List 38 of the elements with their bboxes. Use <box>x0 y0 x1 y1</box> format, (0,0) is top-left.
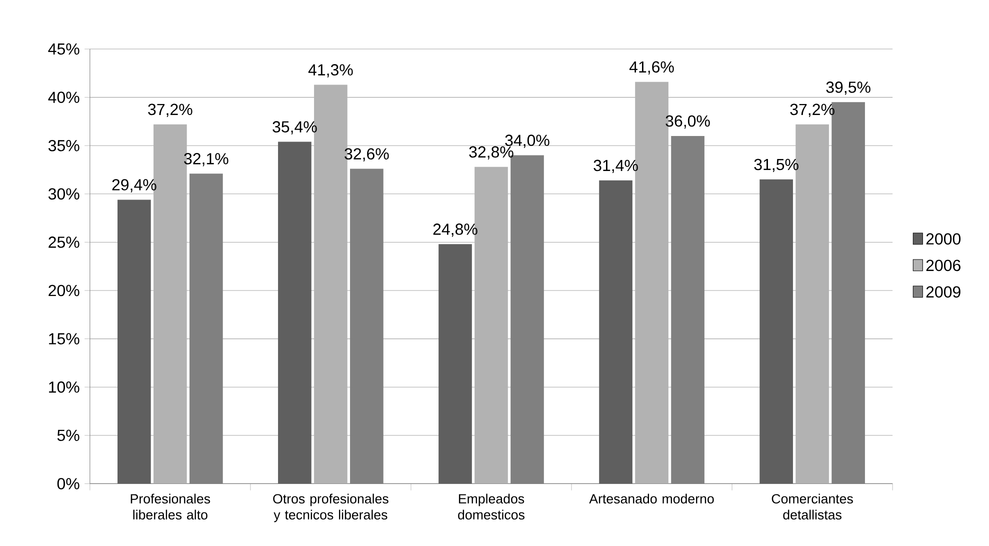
data-label: 41,3% <box>308 64 353 78</box>
x-tick-label: Profesionales liberales alto <box>130 494 210 520</box>
legend-label: 2000 <box>926 233 961 245</box>
data-label: 34,0% <box>505 134 550 148</box>
legend-label: 2006 <box>926 260 960 272</box>
data-label: 29,4% <box>112 179 156 192</box>
legend-label: 2009 <box>926 286 960 298</box>
data-label: 31,4% <box>594 160 638 174</box>
data-label: 32,1% <box>184 153 228 166</box>
y-tick-label: 40% <box>48 92 80 103</box>
data-label: 39,5% <box>826 82 870 95</box>
data-label: 37,2% <box>790 104 834 117</box>
y-tick-label: 15% <box>49 333 80 344</box>
data-label: 32,6% <box>344 148 389 162</box>
bar <box>118 200 151 484</box>
y-tick-label: 10% <box>49 381 80 393</box>
y-tick-label: 5% <box>57 430 80 442</box>
x-tick-label: Artesanado moderno <box>589 494 714 504</box>
data-label: 37,2% <box>148 104 192 117</box>
data-label: 35,4% <box>272 121 317 134</box>
x-tick-label: Comerciantes detallistas <box>772 494 853 520</box>
y-tick-label: 30% <box>48 188 80 200</box>
bar <box>438 244 472 484</box>
data-label: 24,8% <box>433 224 478 237</box>
bar <box>760 179 793 484</box>
y-tick-label: 45% <box>48 43 80 55</box>
bar <box>278 142 312 484</box>
y-tick-label: 35% <box>48 140 80 152</box>
bar <box>599 180 632 484</box>
y-tick-label: 20% <box>48 284 80 296</box>
data-label: 36,0% <box>666 115 710 129</box>
y-tick-label: 25% <box>48 236 80 248</box>
y-tick-label: 0% <box>57 478 80 490</box>
data-label: 41,6% <box>629 61 674 74</box>
x-tick-label: Otros profesionales y tecnicos liberales <box>273 494 388 522</box>
data-label: 32,8% <box>469 146 514 160</box>
x-tick-label: Empleados domesticos <box>458 494 524 520</box>
data-label: 31,5% <box>754 158 798 172</box>
